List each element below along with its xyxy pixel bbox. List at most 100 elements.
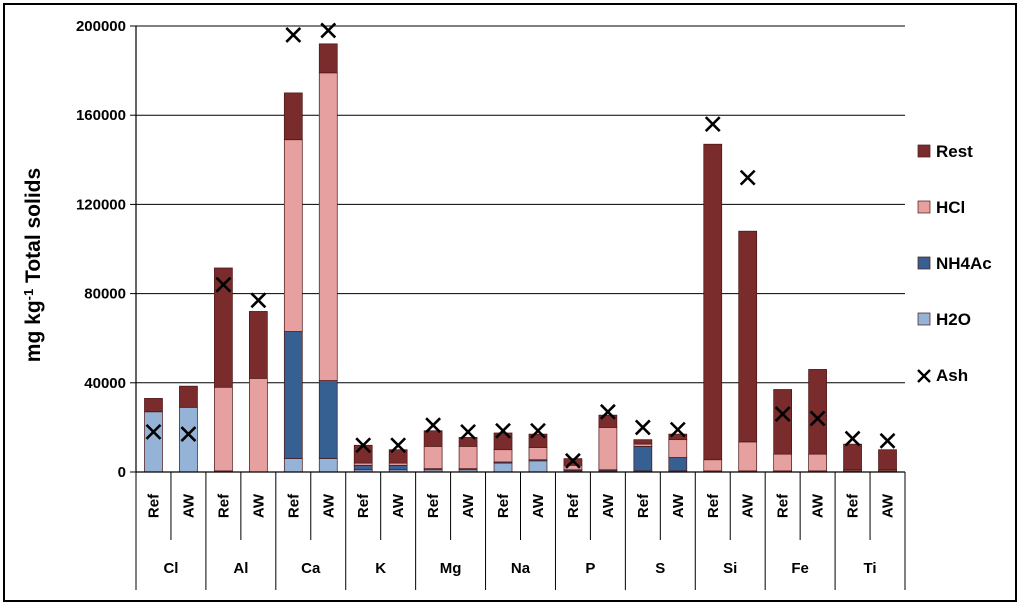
bar-segment-hcl [773, 453, 793, 472]
ash-marker [215, 276, 232, 293]
ash-marker [250, 292, 267, 309]
bar-segment-rest [353, 444, 373, 464]
ash-marker [634, 419, 651, 436]
x-subcategory-label: Ref [635, 493, 652, 518]
legend-label: Ash [936, 366, 968, 385]
bar-segment-hcl [668, 439, 688, 458]
x-subcategory-label: AW [390, 493, 407, 518]
x-subcategory-label: Ref [215, 493, 232, 518]
bar-segment-rest [633, 439, 653, 445]
x-subcategory-label: Ref [355, 493, 372, 518]
ash-marker [495, 422, 511, 439]
y-axis-label: mg kg-1 Total solids [21, 168, 46, 362]
y-tick-label: 0 [118, 464, 126, 481]
bar-segment-hcl [598, 427, 618, 471]
ash-marker [390, 437, 407, 454]
bar-segment-hcl [738, 441, 758, 472]
bar-segment-rest [248, 311, 268, 379]
x-subcategory-label: AW [180, 493, 197, 518]
chart-frame [3, 3, 1017, 602]
y-tick-label: 160000 [76, 107, 126, 124]
legend-item-hcl: HCl [917, 198, 965, 217]
bar-segment-h2o [144, 411, 163, 473]
x-group-label: Mg [440, 560, 462, 577]
bar-segment-nh4ac [668, 457, 688, 472]
ash-marker [774, 406, 791, 422]
x-subcategory-label: Ref [495, 493, 512, 518]
x-subcategory-label: Ref [775, 493, 792, 518]
x-subcategory-label: AW [320, 493, 337, 518]
bar-segment-nh4ac [318, 380, 338, 459]
bar-segment-rest [423, 430, 443, 447]
x-group-label: Cl [163, 560, 178, 577]
bar-segment-nh4ac [353, 464, 373, 471]
bar-segment-hcl [528, 447, 548, 461]
bar-segment-rest [318, 43, 338, 74]
legend-label: HCl [936, 198, 965, 217]
x-subcategory-label: Ref [705, 493, 722, 518]
ash-marker [704, 116, 721, 133]
legend-label: Rest [936, 142, 973, 161]
x-subcategory-label: AW [530, 493, 547, 518]
x-subcategory-label: AW [740, 493, 757, 518]
bar-segment-rest [598, 414, 618, 428]
ash-marker [285, 27, 302, 43]
x-group-label: S [655, 560, 665, 577]
x-group-label: Al [233, 560, 248, 577]
x-subcategory-label: AW [460, 493, 477, 518]
x-subcategory-label: Ref [845, 493, 862, 518]
bar-segment-rest [179, 385, 198, 408]
bar-segment-rest [668, 433, 688, 441]
x-group-label: K [375, 560, 386, 577]
x-subcategory-label: AW [600, 493, 617, 518]
bar-segment-hcl [318, 72, 338, 381]
legend-item-h2o: H2O [917, 310, 971, 329]
bar-segment-hcl [458, 446, 478, 470]
ash-marker [320, 22, 337, 39]
legend-swatch [917, 312, 931, 326]
axes: 0 40000 80000 120000 160000 200000 Ref AW Ref AW R… [76, 18, 906, 590]
ash-marker [809, 410, 826, 427]
x-group-label: Si [723, 560, 737, 577]
bar-segment-h2o [318, 458, 338, 473]
bar-segment-rest [388, 449, 408, 464]
x-group-label: Na [511, 560, 531, 577]
ash-marker [844, 430, 861, 447]
legend-label: H2O [936, 310, 971, 329]
ash-marker [739, 169, 756, 186]
x-subcategory-label: Ref [145, 493, 162, 518]
ash-marker [669, 421, 686, 438]
x-subcategory-label: Ref [425, 493, 442, 518]
bars [144, 43, 897, 473]
x-subcategory-label: AW [880, 493, 897, 518]
x-subcategory-label: Ref [565, 493, 582, 518]
bar-segment-nh4ac [633, 446, 653, 472]
bar-segment-rest [214, 267, 233, 388]
x-subcategory-label: AW [250, 493, 267, 518]
ash-marker [180, 426, 197, 443]
bar-segment-nh4ac [388, 464, 408, 471]
bar-segment-rest [703, 143, 723, 461]
x-subcategory-label: Ref [285, 493, 302, 518]
bar-segment-hcl [423, 446, 443, 470]
y-tick-label: 120000 [76, 196, 126, 213]
legend-item-nh4ac: NH4Ac [917, 254, 992, 273]
bar-segment-h2o [493, 462, 513, 473]
bar-segment-hcl [283, 139, 303, 332]
bar-segment-rest [878, 449, 897, 471]
legend-label: NH4Ac [936, 254, 992, 273]
ash-marker [599, 403, 616, 420]
bar-segment-hcl [703, 459, 723, 472]
bar-segment-rest [144, 398, 163, 413]
bar-segment-hcl [808, 453, 827, 472]
ash-markers [145, 22, 896, 469]
legend-swatch [917, 256, 931, 270]
legend: Rest HCl NH4Ac H2O Ash [917, 142, 992, 385]
ash-marker [565, 452, 581, 469]
ash-marker [460, 423, 476, 440]
ash-marker [425, 417, 442, 434]
bar-segment-rest [283, 92, 303, 141]
bar-segment-hcl [493, 449, 513, 463]
legend-swatch [917, 200, 931, 214]
